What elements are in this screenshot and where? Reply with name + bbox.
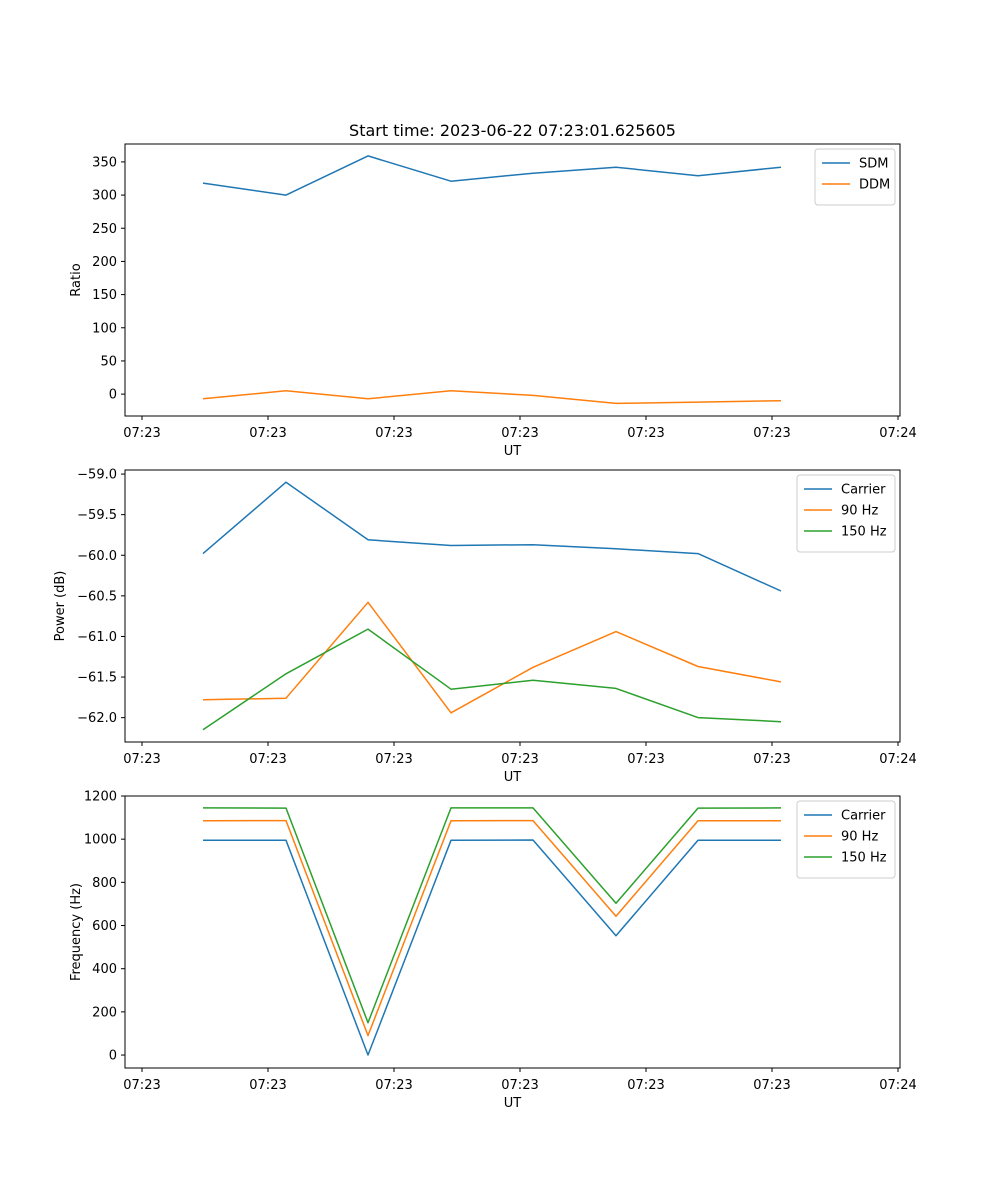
y-tick-label: 800: [92, 876, 117, 891]
x-axis-label: UT: [504, 770, 522, 785]
x-tick-label: 07:23: [753, 752, 790, 767]
x-axis-label: UT: [504, 444, 522, 459]
chart-panel-3: 07:23 07:23 07:23 07:23 07:23 07:23 07:24 0 200 4…: [69, 790, 917, 1112]
y-tick-label: −61.0: [77, 630, 117, 645]
legend: Carrier 90 Hz 150 Hz: [796, 474, 896, 553]
y-tick-label: 100: [92, 321, 117, 336]
x-tick-label: 07:23: [249, 752, 286, 767]
y-tick-label: −61.5: [77, 671, 117, 686]
x-tick-label: 07:23: [249, 426, 286, 441]
x-tick-label: 07:23: [123, 426, 160, 441]
series-line-150-hz: [202, 807, 782, 1024]
chart-panel-1: Start time: 2023-06-22 07:23:01.625605 07…: [69, 121, 917, 459]
x-tick-label: 07:23: [627, 752, 664, 767]
legend-entry: 150 Hz: [841, 525, 887, 540]
x-tick-label: 07:23: [753, 1078, 790, 1093]
legend-entry: SDM: [859, 157, 888, 172]
axes-frame: [124, 795, 901, 1069]
legend-box: [796, 800, 896, 879]
series-line-ddm: [202, 390, 782, 405]
y-tick-label: 0: [109, 1049, 117, 1064]
x-tick-label: 07:24: [879, 1078, 916, 1093]
y-tick-label: 250: [92, 222, 117, 237]
y-tick-label: −60.0: [77, 549, 117, 564]
legend-entry: DDM: [859, 178, 890, 193]
x-tick-label: 07:23: [627, 426, 664, 441]
x-tick-label: 07:23: [753, 426, 790, 441]
x-axis-label: UT: [504, 1096, 522, 1111]
legend: Carrier 90 Hz 150 Hz: [796, 800, 896, 879]
legend-box: [796, 474, 896, 553]
x-tick-label: 07:23: [123, 752, 160, 767]
series-line-90-hz: [202, 819, 781, 1037]
y-axis-label: Frequency (Hz): [69, 883, 84, 981]
legend-entry: Carrier: [841, 809, 886, 824]
y-tick-label: 400: [92, 962, 117, 977]
legend: SDM DDM: [814, 148, 896, 206]
series-line-90-hz: [202, 601, 782, 714]
y-tick-label: 0: [109, 388, 117, 403]
x-tick-label: 07:23: [501, 426, 538, 441]
y-tick-label: 300: [92, 189, 117, 204]
legend-entry: Carrier: [841, 483, 886, 498]
legend-entry: 90 Hz: [841, 504, 878, 519]
axes-frame: [124, 143, 901, 417]
x-tick-label: 07:23: [375, 752, 412, 767]
x-tick-label: 07:24: [879, 426, 916, 441]
x-tick-label: 07:24: [879, 752, 916, 767]
y-tick-label: −59.0: [77, 468, 117, 483]
chart-panel-2: 07:23 07:23 07:23 07:23 07:23 07:23 07:24 −62.0…: [53, 468, 917, 785]
x-tick-label: 07:23: [501, 752, 538, 767]
y-tick-label: −62.0: [77, 711, 117, 726]
y-tick-label: 150: [92, 288, 117, 303]
series-line-carrier: [203, 839, 781, 1056]
y-axis-label: Power (dB): [53, 571, 68, 642]
y-tick-label: 200: [92, 255, 117, 270]
y-tick-label: −59.5: [77, 508, 117, 523]
x-tick-label: 07:23: [375, 426, 412, 441]
y-tick-label: 200: [92, 1005, 117, 1020]
y-axis-label: Ratio: [69, 263, 84, 296]
y-tick-label: 50: [100, 354, 117, 369]
y-tick-label: 1000: [84, 833, 117, 848]
y-tick-label: 600: [92, 919, 117, 934]
series-line-150-hz: [202, 628, 782, 731]
x-tick-label: 07:23: [375, 1078, 412, 1093]
series-line-sdm: [202, 155, 782, 196]
y-tick-label: −60.5: [77, 589, 117, 604]
legend-entry: 150 Hz: [841, 851, 887, 866]
x-tick-label: 07:23: [249, 1078, 286, 1093]
series-line-carrier: [202, 481, 782, 592]
x-tick-label: 07:23: [501, 1078, 538, 1093]
y-tick-label: 1200: [84, 790, 117, 805]
y-tick-label: 350: [92, 155, 117, 170]
chart-title: Start time: 2023-06-22 07:23:01.625605: [349, 121, 676, 140]
x-tick-label: 07:23: [123, 1078, 160, 1093]
x-tick-label: 07:23: [627, 1078, 664, 1093]
axes-frame: [124, 469, 901, 743]
legend-entry: 90 Hz: [841, 830, 878, 845]
